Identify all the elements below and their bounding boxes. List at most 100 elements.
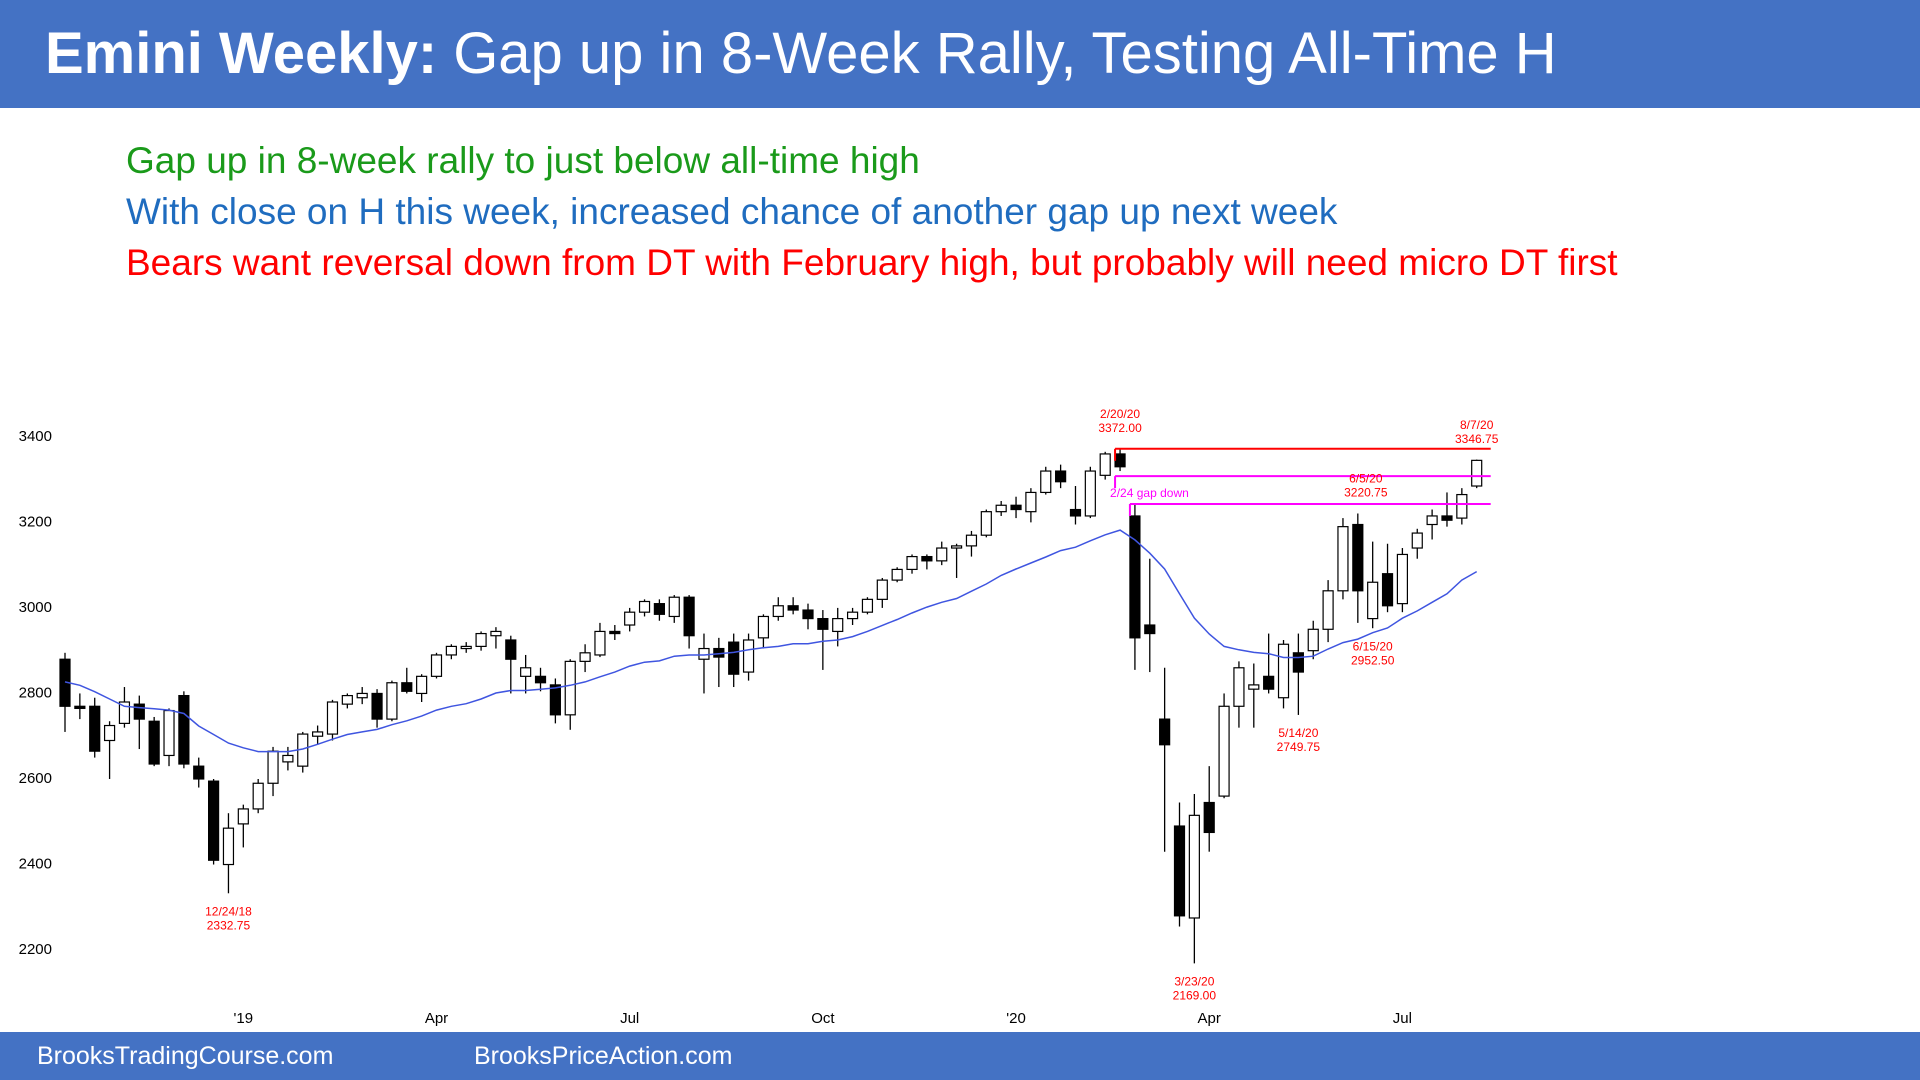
- annotation-date: 12/24/18: [205, 904, 252, 918]
- candle-body: [638, 600, 651, 613]
- candle-body: [1292, 652, 1304, 673]
- y-tick-label: 3400: [19, 428, 52, 445]
- candle-body: [817, 617, 829, 630]
- candle-body: [861, 598, 874, 613]
- candle-body: [787, 605, 799, 611]
- candle-body: [1233, 667, 1245, 707]
- y-tick-label: 2200: [19, 941, 52, 958]
- candle-body: [1055, 470, 1067, 483]
- candle-body: [728, 641, 740, 675]
- annotation-price: 2169.00: [1173, 988, 1217, 1002]
- candle-body: [371, 692, 383, 720]
- candle-body: [1129, 515, 1141, 639]
- candle-body: [475, 632, 487, 647]
- chart: 2200 2400 2600 2800 3000 3200 3400 '19 Apr Jul Oct…: [19, 407, 1499, 1027]
- y-tick-label: 3000: [19, 599, 52, 616]
- candle-body: [950, 545, 963, 549]
- annotation-date: 5/14/20: [1278, 726, 1318, 740]
- footer-link: BrooksTradingCourse.com: [37, 1042, 334, 1070]
- annotation-date: 8/7/20: [1460, 418, 1494, 432]
- candle-body: [846, 611, 859, 620]
- footer-link: BrooksPriceAction.com: [474, 1042, 733, 1070]
- candle-body: [1471, 459, 1483, 487]
- x-tick-label: Jul: [620, 1010, 639, 1027]
- candle-body: [356, 692, 368, 699]
- candle-body: [1307, 628, 1319, 652]
- candle-body: [757, 615, 770, 639]
- candle-body: [594, 630, 606, 656]
- candle-body: [1441, 515, 1453, 521]
- candle-body: [326, 701, 339, 735]
- x-tick-label: Apr: [1198, 1010, 1221, 1027]
- candle-body: [832, 617, 844, 633]
- footer: BrooksTradingCourse.com BrooksPriceActio…: [0, 1032, 1920, 1080]
- annotation-date: 6/5/20: [1349, 472, 1383, 486]
- candle-body: [193, 765, 205, 780]
- candle-body: [1010, 504, 1022, 511]
- candle-body: [416, 675, 428, 695]
- x-tick-label: '20: [1006, 1010, 1026, 1027]
- candle-body: [74, 705, 86, 710]
- annotation-price: 3220.75: [1344, 486, 1388, 500]
- candle-body: [1144, 624, 1156, 635]
- candle-body: [624, 611, 636, 626]
- candle-body: [683, 596, 695, 637]
- candle-body: [1069, 508, 1082, 517]
- candle-body: [1203, 801, 1215, 834]
- candle-body: [936, 547, 948, 562]
- candle-body: [208, 780, 220, 861]
- candle-body: [1159, 718, 1171, 746]
- candle-body: [1084, 470, 1096, 517]
- annotation-date: 3/23/20: [1174, 974, 1214, 988]
- moving-average: [64, 529, 1478, 753]
- candle-body: [564, 660, 576, 716]
- candle-body: [505, 639, 517, 660]
- title-bold: Emini Weekly:: [45, 21, 438, 86]
- candle-body: [1263, 675, 1275, 690]
- annotation-price: 2749.75: [1277, 740, 1321, 754]
- candle-body: [401, 682, 413, 692]
- candle-body: [1218, 705, 1230, 797]
- candle-body: [579, 652, 591, 662]
- candle-body: [1099, 453, 1111, 476]
- candle-body: [1337, 526, 1349, 592]
- candle-body: [1277, 643, 1290, 699]
- candle-body: [1248, 684, 1260, 690]
- y-tick-label: 3200: [19, 513, 52, 530]
- candle-body: [1188, 814, 1200, 919]
- candle-body: [965, 534, 978, 547]
- candle-body: [222, 827, 235, 866]
- candle-body: [1040, 470, 1052, 494]
- candle-body: [1322, 590, 1334, 630]
- candle-body: [430, 654, 443, 677]
- candle-body: [802, 609, 814, 620]
- candle-body: [1381, 573, 1394, 607]
- candle-body: [1456, 493, 1468, 519]
- candle-body: [921, 555, 933, 562]
- note: With close on H this week, increased cha…: [126, 191, 1338, 232]
- x-tick-label: Oct: [811, 1010, 835, 1027]
- candle-body: [995, 504, 1007, 513]
- annotation-price: 2952.50: [1351, 653, 1395, 667]
- candle-body: [118, 701, 131, 724]
- x-tick-label: '19: [234, 1010, 254, 1027]
- y-tick-label: 2600: [19, 770, 52, 787]
- candle-body: [906, 555, 918, 571]
- candle-body: [653, 603, 666, 615]
- candle-body: [282, 754, 294, 763]
- candle-body: [148, 720, 160, 765]
- x-tick-label: Jul: [1393, 1010, 1412, 1027]
- annotation-date: 6/15/20: [1353, 639, 1393, 653]
- x-tick-label: Apr: [425, 1010, 448, 1027]
- candle-body: [668, 596, 680, 618]
- header: Emini Weekly: Gap up in 8-Week Rally, Tes…: [0, 0, 1920, 108]
- note: Bears want reversal down from DT with Fe…: [126, 242, 1618, 283]
- candle-body: [698, 647, 710, 660]
- candle-body: [178, 694, 190, 765]
- candle-body: [445, 645, 457, 656]
- candle-body: [1396, 553, 1409, 605]
- candle-body: [1352, 523, 1364, 592]
- candle-body: [1367, 581, 1379, 620]
- candle-body: [549, 684, 561, 716]
